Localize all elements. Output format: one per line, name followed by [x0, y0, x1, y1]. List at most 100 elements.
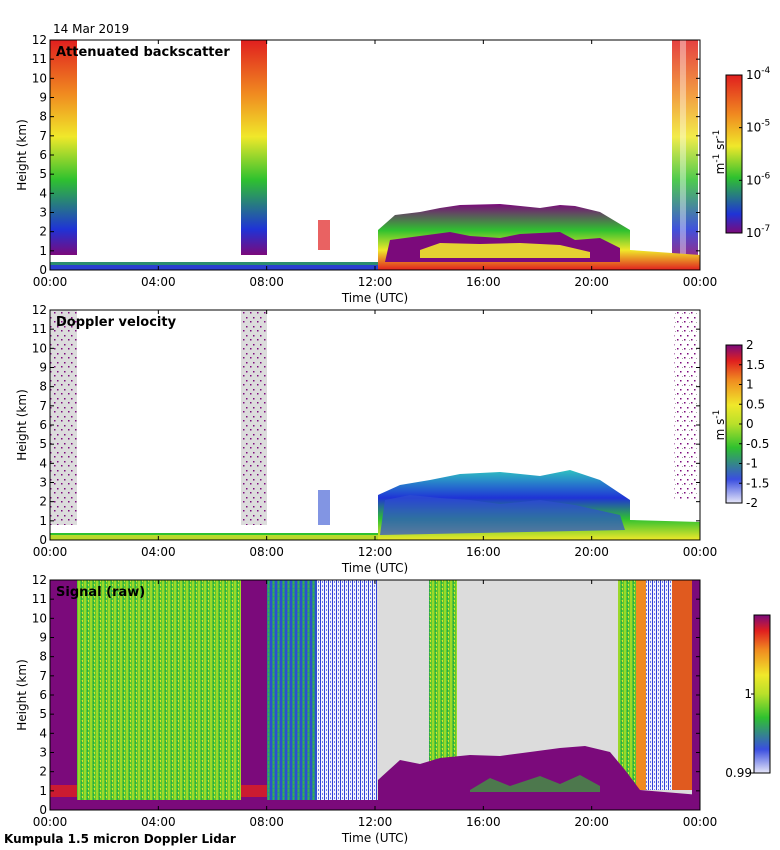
- x-tick-label: 20:00: [574, 545, 609, 559]
- y-tick-label: 10: [32, 611, 47, 625]
- bs-cbar-sup2: -1: [712, 130, 722, 139]
- cbar-tick-label: 1.5: [746, 358, 765, 372]
- dv-x-axis: 00:00 04:00 08:00 12:00 16:00 20:00 00:00: [33, 310, 717, 559]
- sg-column-purple-2: [241, 580, 267, 810]
- y-tick-label: 5: [39, 167, 47, 181]
- y-tick-label: 6: [39, 688, 47, 702]
- cbar-tick-exp: -7: [761, 224, 770, 234]
- sg-green-block-1: [77, 580, 241, 805]
- sg-column-purple-2-base: [241, 785, 267, 797]
- x-tick-label: 16:00: [466, 815, 501, 829]
- cbar-tick-label: 0: [746, 417, 754, 431]
- y-tick-label: 5: [39, 707, 47, 721]
- bs-x-axis: 00:00 04:00 08:00 12:00 16:00 20:00 00:00: [33, 40, 717, 289]
- y-tick-label: 11: [32, 322, 47, 336]
- cbar-tick-label: -2: [746, 496, 758, 510]
- cbar-tick-label: 10-5: [746, 119, 770, 135]
- dv-ylabel: Height (km): [15, 389, 29, 460]
- x-tick-label: 20:00: [574, 815, 609, 829]
- bs-colorbar-label: m-1 sr-1: [712, 130, 727, 175]
- x-tick-label: 12:00: [358, 545, 393, 559]
- cbar-tick-label: 0.5: [746, 397, 765, 411]
- y-tick-label: 1: [39, 514, 47, 528]
- dv-cloud-core: [380, 495, 625, 535]
- bs-sparse-echo: [318, 220, 330, 250]
- y-tick-label: 0: [39, 533, 47, 547]
- cbar-tick-base: 10: [746, 121, 761, 135]
- bs-colorbar: [725, 74, 743, 234]
- y-tick-label: 5: [39, 437, 47, 451]
- x-tick-label: 08:00: [249, 545, 284, 559]
- y-tick-label: 3: [39, 206, 47, 220]
- cbar-tick-label: 1: [744, 687, 752, 701]
- bs-colorbar-ticks: 10-410-510-610-7: [739, 66, 771, 240]
- bs-column-3-gap: [680, 40, 686, 255]
- y-tick-label: 12: [32, 573, 47, 587]
- y-tick-label: 4: [39, 726, 47, 740]
- x-tick-label: 20:00: [574, 275, 609, 289]
- y-tick-label: 0: [39, 803, 47, 817]
- dv-sparse-echo: [318, 490, 330, 525]
- cbar-tick-exp: -6: [761, 171, 770, 181]
- sg-red-block: [672, 580, 692, 790]
- bs-column-1: [50, 40, 77, 255]
- dv-colorbar-label: m s-1: [712, 410, 727, 441]
- cbar-tick-exp: -5: [761, 119, 770, 129]
- dv-xlabel: Time (UTC): [341, 561, 408, 575]
- y-tick-label: 7: [39, 129, 47, 143]
- bs-title: Attenuated backscatter: [56, 45, 230, 60]
- dv-column-1: [50, 310, 77, 525]
- cbar-tick-label: -1.5: [746, 476, 769, 490]
- cbar-tick-label: 10-6: [746, 171, 771, 187]
- cbar-tick-base: 10: [746, 68, 761, 82]
- y-tick-label: 2: [39, 495, 47, 509]
- x-tick-label: 08:00: [249, 815, 284, 829]
- dv-column-3: [674, 310, 698, 500]
- sg-xlabel: Time (UTC): [341, 831, 408, 845]
- sg-colorbar: [753, 614, 771, 774]
- x-tick-label: 08:00: [249, 275, 284, 289]
- bs-cbar-sr: sr: [713, 139, 727, 154]
- bs-column-2: [241, 40, 267, 255]
- cbar-tick-exp: -4: [761, 66, 770, 76]
- bs-ylabel: Height (km): [15, 119, 29, 190]
- date-label: 14 Mar 2019: [53, 22, 129, 36]
- bs-column-3: [672, 40, 698, 255]
- y-tick-label: 12: [32, 33, 47, 47]
- x-tick-label: 12:00: [358, 815, 393, 829]
- y-tick-label: 4: [39, 456, 47, 470]
- y-tick-label: 1: [39, 784, 47, 798]
- y-tick-label: 9: [39, 631, 47, 645]
- y-tick-label: 8: [39, 650, 47, 664]
- x-tick-label: 00:00: [683, 815, 718, 829]
- y-tick-label: 3: [39, 746, 47, 760]
- sg-column-purple-1: [50, 580, 77, 810]
- y-tick-label: 8: [39, 380, 47, 394]
- sg-orange-block: [636, 580, 646, 790]
- sg-x-axis: 00:00 04:00 08:00 12:00 16:00 20:00 00:00: [33, 580, 718, 829]
- x-tick-label: 12:00: [358, 275, 393, 289]
- bs-xlabel: Time (UTC): [341, 291, 408, 305]
- sg-colorbar-ticks: 10.99: [725, 687, 754, 780]
- sg-surface-layer: [50, 800, 700, 810]
- x-tick-label: 16:00: [466, 275, 501, 289]
- cbar-tick-label: -0.5: [746, 437, 769, 451]
- cbar-tick-label: 0.99: [725, 766, 752, 780]
- sg-green-block-2: [429, 580, 457, 770]
- x-tick-label: 00:00: [33, 545, 68, 559]
- bs-cbar-sup1: -1: [712, 154, 722, 163]
- x-tick-label: 04:00: [141, 275, 176, 289]
- y-tick-label: 7: [39, 669, 47, 683]
- cbar-tick-base: 10: [746, 226, 761, 240]
- cbar-tick-label: 1: [746, 378, 754, 392]
- y-tick-label: 11: [32, 52, 47, 66]
- sg-ylabel: Height (km): [15, 659, 29, 730]
- y-tick-label: 6: [39, 418, 47, 432]
- dv-colorbar-ticks: 2 1.5 1 0.5 0 -0.5 -1 -1.5 -2: [739, 338, 769, 510]
- cbar-tick-label: 10-7: [746, 224, 770, 240]
- sg-green-block-3: [618, 580, 636, 790]
- footer-title: Kumpula 1.5 micron Doppler Lidar: [4, 832, 236, 846]
